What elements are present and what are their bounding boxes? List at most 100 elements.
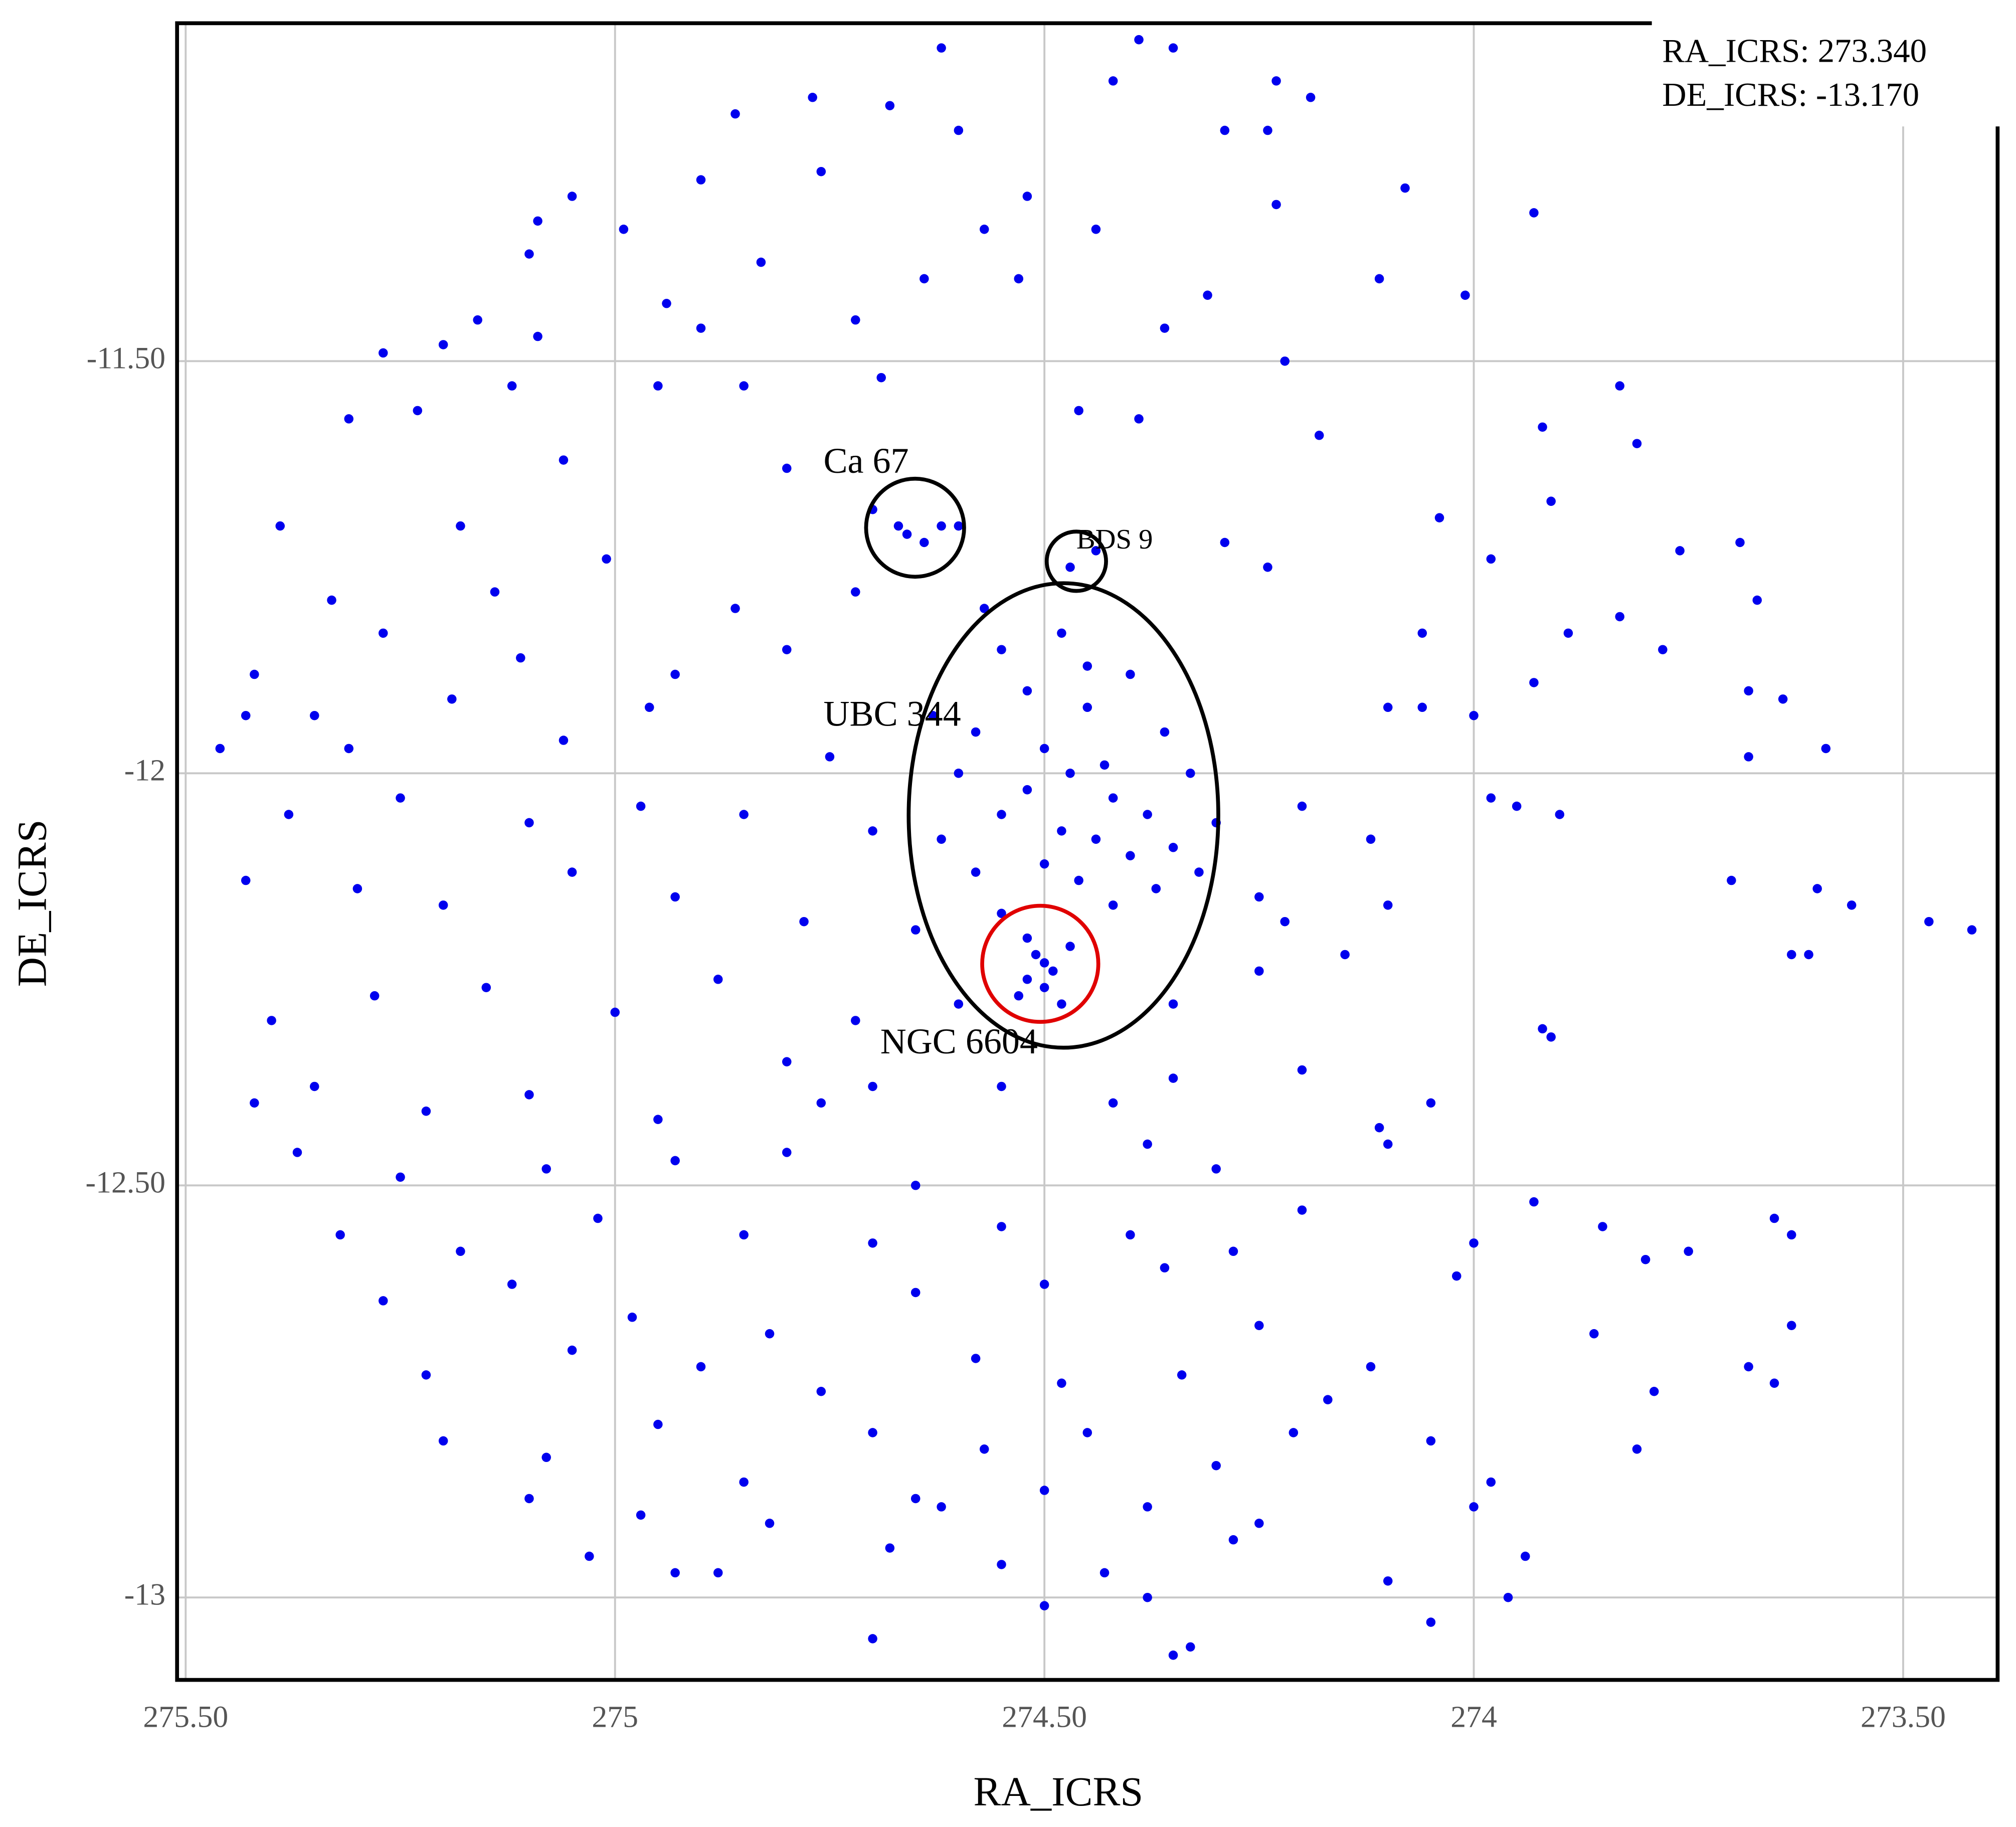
point [447, 694, 457, 704]
point [559, 736, 569, 745]
point [696, 1362, 706, 1372]
point [1254, 892, 1264, 902]
point [1057, 1378, 1066, 1388]
point [1486, 554, 1496, 564]
point [653, 381, 663, 391]
point [997, 1560, 1006, 1569]
point [1323, 1395, 1333, 1404]
point [937, 1502, 946, 1512]
point [241, 875, 251, 885]
point [851, 315, 860, 325]
point [937, 43, 946, 53]
point [370, 991, 380, 1001]
point [1168, 1073, 1178, 1083]
point [971, 867, 981, 877]
point [910, 1181, 921, 1190]
point [1074, 875, 1083, 885]
point [1134, 35, 1144, 45]
point [816, 166, 826, 176]
point [653, 1419, 663, 1429]
point [670, 1568, 680, 1578]
point [1400, 183, 1410, 193]
point [1134, 414, 1144, 424]
point [1074, 406, 1083, 416]
point [1469, 710, 1479, 720]
point [1151, 884, 1161, 893]
point [1014, 991, 1024, 1001]
point [971, 1354, 981, 1363]
y-tick-label: -13 [124, 1577, 165, 1611]
point [653, 1115, 663, 1125]
point [1306, 93, 1316, 102]
point [739, 1477, 749, 1487]
point [739, 381, 749, 391]
point [1383, 900, 1393, 910]
point [1469, 1502, 1479, 1512]
point [1143, 1592, 1152, 1602]
point [1228, 1535, 1238, 1545]
point [1675, 546, 1685, 556]
point [1186, 769, 1195, 778]
point [524, 1494, 534, 1504]
point [1821, 744, 1831, 754]
point [1280, 356, 1290, 366]
point [309, 1081, 319, 1091]
point [1452, 1271, 1461, 1281]
point [1366, 834, 1376, 844]
point [309, 710, 319, 720]
point [567, 192, 577, 201]
point [379, 348, 388, 358]
point [1512, 801, 1522, 811]
point [241, 710, 251, 720]
point [1168, 842, 1178, 852]
point [1383, 1139, 1393, 1149]
cluster-circle [864, 476, 966, 579]
point [1555, 810, 1565, 819]
point [1254, 966, 1264, 976]
point [1434, 513, 1444, 522]
point [1804, 950, 1813, 960]
point [1297, 1065, 1307, 1075]
point [1469, 1238, 1479, 1248]
point [816, 1386, 826, 1396]
point [730, 109, 740, 119]
point [1546, 496, 1556, 506]
point [413, 406, 423, 416]
x-tick-label: 274.50 [1002, 1700, 1087, 1734]
point [250, 1098, 259, 1108]
point [1529, 1197, 1539, 1207]
point [1091, 225, 1101, 234]
point [1615, 381, 1624, 391]
point [910, 925, 921, 935]
point [1744, 752, 1753, 762]
point [1744, 1362, 1753, 1372]
point [1340, 950, 1350, 960]
point [1727, 875, 1736, 885]
y-tick-label: -12 [124, 753, 165, 787]
point [636, 801, 646, 811]
point [1529, 678, 1539, 687]
point [1126, 1230, 1135, 1240]
point [1538, 422, 1547, 432]
point [481, 983, 491, 992]
point [670, 1156, 680, 1166]
point [1143, 1139, 1152, 1149]
point [799, 917, 809, 927]
point [1684, 1246, 1693, 1256]
point [1752, 595, 1762, 605]
x-tick-label: 273.50 [1861, 1700, 1946, 1734]
point [739, 1230, 749, 1240]
point [1812, 884, 1822, 893]
point [1503, 1592, 1513, 1602]
point [1967, 925, 1977, 935]
point [438, 340, 448, 349]
point [1426, 1617, 1436, 1627]
point [910, 1288, 921, 1298]
x-axis-title: RA_ICRS [974, 1769, 1144, 1814]
point [1177, 1370, 1187, 1380]
point [1108, 900, 1118, 910]
point [1426, 1436, 1436, 1446]
point [1658, 645, 1668, 654]
point [567, 1345, 577, 1355]
point [1022, 785, 1032, 795]
